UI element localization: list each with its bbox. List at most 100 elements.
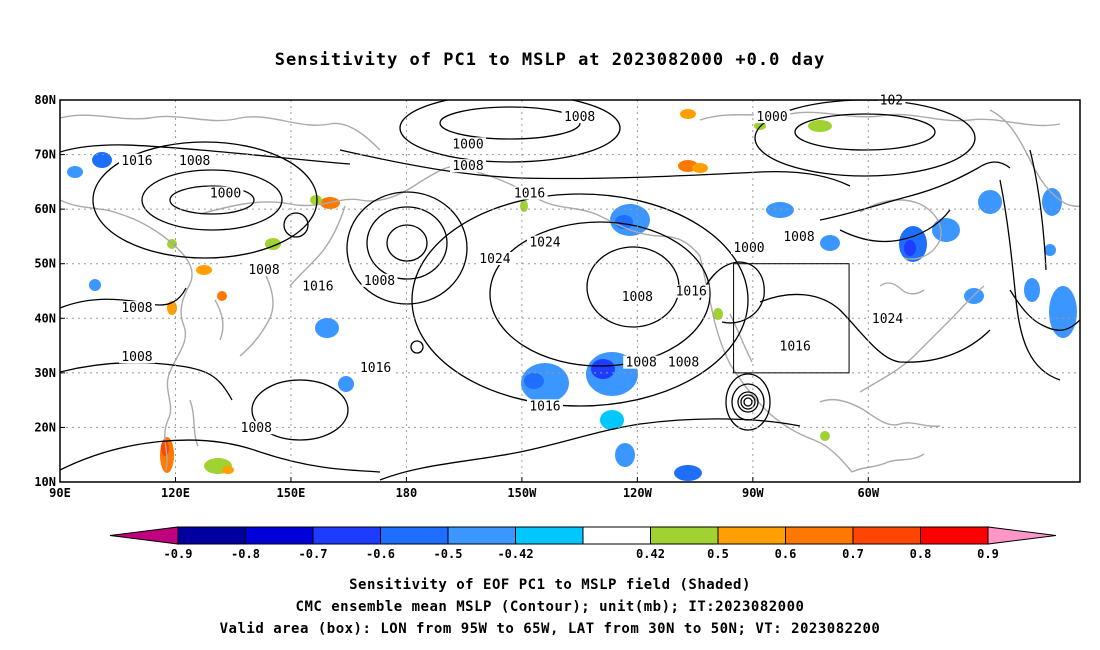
low-center-contour xyxy=(366,206,448,280)
colorbar-end-right xyxy=(987,526,1057,545)
plot-frame xyxy=(59,99,1081,483)
colorbar-bin xyxy=(245,526,314,545)
shade-blob xyxy=(167,301,177,315)
contour-label-bg xyxy=(665,355,702,369)
contour-1016-west xyxy=(60,362,233,401)
contour-label-bg xyxy=(246,262,282,276)
shade-blob xyxy=(1049,286,1077,338)
shade-blob xyxy=(808,120,832,132)
contour-label-bg xyxy=(526,235,563,249)
shade-blob xyxy=(820,431,830,441)
lon-tick-label: 150W xyxy=(507,486,537,500)
colorbar: -0.9 -0.8 -0.7 -0.6 -0.5 -0.42 0.42 0.5 0.6 0.7 0.… xyxy=(109,526,1057,561)
high-center-contour xyxy=(489,221,711,367)
low-center-contour xyxy=(346,191,468,305)
coastline-korea xyxy=(214,299,224,341)
lat-tick-label: 40N xyxy=(34,311,56,325)
low-arctic-contour xyxy=(399,100,621,163)
colorbar-bin xyxy=(852,526,921,545)
colorbar-tick-label: -0.42 xyxy=(497,547,533,561)
coastline-central-america xyxy=(851,453,925,473)
contour-label-bg xyxy=(450,159,486,173)
low-center-contour xyxy=(92,141,318,259)
coastlines xyxy=(60,109,1080,473)
contour-label: 1008 xyxy=(179,154,210,169)
caption-line-3: Valid area (box): LON from 95W to 65W, L… xyxy=(219,621,881,637)
shade-blob xyxy=(615,443,635,467)
contour-label-bg xyxy=(511,186,548,200)
shade-blob xyxy=(600,410,624,430)
shade-blob xyxy=(1042,188,1062,216)
colorbar-bin xyxy=(717,526,786,545)
contour-label: 1024 xyxy=(479,252,510,267)
contour-label: 1016 xyxy=(514,187,545,202)
coastline-siberia-east xyxy=(199,165,471,215)
contour-label: 1000 xyxy=(733,241,764,256)
contour-label-bg xyxy=(619,290,656,304)
colorbar-bin xyxy=(312,526,381,545)
contour-label: 1008 xyxy=(121,301,152,316)
shade-blob xyxy=(92,152,112,168)
colorbar-bin xyxy=(650,526,719,545)
mslp-contours xyxy=(60,100,1080,481)
contour-label: 1016 xyxy=(780,339,811,354)
colorbar-end-left xyxy=(109,526,179,545)
low-center-contour xyxy=(141,169,283,231)
coastline-east-us xyxy=(859,285,985,393)
shade-blob xyxy=(521,363,569,403)
high-small-contour xyxy=(410,340,424,354)
shade-blob xyxy=(338,376,354,392)
lat-tick-label: 80N xyxy=(34,93,56,107)
coastline-russia-arctic xyxy=(60,114,381,151)
hurricane-contour xyxy=(743,397,753,407)
lat-tick-label: 10N xyxy=(34,475,56,489)
shade-blob xyxy=(524,373,544,389)
coastline-east-asia xyxy=(60,199,193,471)
shade-blob xyxy=(265,238,281,250)
latitude-axis: 80N 70N 60N 50N 40N 30N 20N 10N xyxy=(34,93,65,489)
shade-blob xyxy=(674,465,702,481)
contour-label-bg xyxy=(176,153,213,167)
coastline-japan xyxy=(239,273,274,357)
lon-tick-label: 90E xyxy=(49,486,71,500)
lat-tick-label: 70N xyxy=(34,148,56,162)
contour-label-bg xyxy=(450,137,486,151)
contour-label-bg xyxy=(207,186,244,200)
colorbar-tick-label: -0.8 xyxy=(231,547,260,561)
shade-blob xyxy=(713,308,723,320)
lon-tick-label: 120E xyxy=(161,486,190,500)
contour-1024-atlantic xyxy=(1009,289,1080,331)
contour-label-bg xyxy=(361,273,398,287)
shade-blob xyxy=(692,163,708,173)
shade-blob xyxy=(904,240,916,256)
contour-label: 1008 xyxy=(668,356,699,371)
contour-label-bg xyxy=(526,399,563,413)
shade-blob xyxy=(680,109,696,119)
lat-tick-label: 50N xyxy=(34,257,56,271)
lon-tick-label: 90W xyxy=(742,486,764,500)
high-center-contour xyxy=(411,193,749,407)
contour-atlantic-lines xyxy=(999,179,1061,381)
hurricane-contour xyxy=(737,391,759,413)
contour-atlantic-lines2 xyxy=(1029,149,1047,271)
caption-line-2: CMC ensemble mean MSLP (Contour); unit(m… xyxy=(295,599,805,615)
shade-blob xyxy=(196,265,212,275)
coastline-kamchatka xyxy=(289,205,346,287)
contour-label-bg xyxy=(118,350,155,364)
lat-lon-grid xyxy=(60,100,1080,482)
contour-label-bg xyxy=(730,241,767,255)
coastline-philippines xyxy=(189,399,199,447)
contour-1016-pacific xyxy=(339,149,851,187)
caption-line-1: Sensitivity of EOF PC1 to MSLP field (Sh… xyxy=(349,577,751,593)
coastline-alaska xyxy=(469,169,701,257)
longitude-axis: 90E 120E 150E 180 150W 120W 90W 60W xyxy=(49,477,880,500)
colorbar-tick-label: -0.6 xyxy=(366,547,395,561)
shade-blob xyxy=(766,202,794,218)
lon-tick-label: 60W xyxy=(857,486,879,500)
contour-label: 1008 xyxy=(564,110,595,125)
contour-label: 102 xyxy=(880,94,903,109)
shade-blob xyxy=(89,279,101,291)
lon-tick-label: 180 xyxy=(396,486,418,500)
colorbar-tick-label: -0.7 xyxy=(299,547,328,561)
